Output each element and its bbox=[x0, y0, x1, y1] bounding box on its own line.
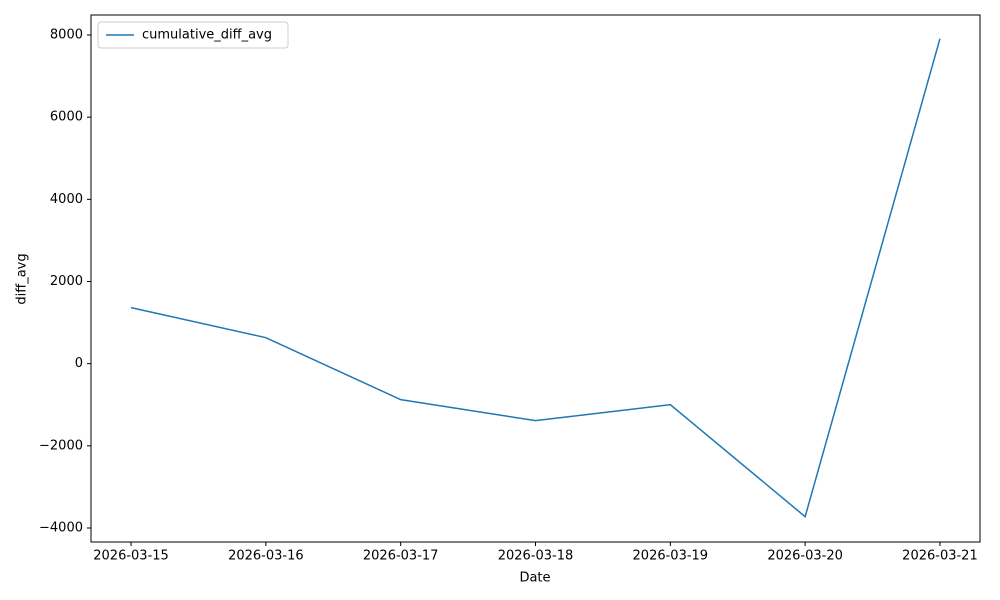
plot-frame bbox=[90, 14, 981, 543]
x-tick-label: 2026-03-18 bbox=[498, 549, 574, 564]
y-axis-label: diff_avg bbox=[15, 253, 30, 304]
y-tick-label: 2000 bbox=[50, 274, 83, 289]
x-tick-label: 2026-03-21 bbox=[902, 549, 978, 564]
y-tick-label: 6000 bbox=[50, 110, 83, 125]
y-tick-label: −2000 bbox=[39, 438, 83, 453]
y-tick-label: −4000 bbox=[39, 520, 83, 535]
x-axis-label: Date bbox=[519, 571, 550, 586]
x-tick-label: 2026-03-19 bbox=[633, 549, 709, 564]
data-line bbox=[130, 38, 941, 518]
x-tick-label: 2026-03-20 bbox=[767, 549, 843, 564]
x-tick-label: 2026-03-17 bbox=[363, 549, 439, 564]
x-tick-label: 2026-03-16 bbox=[228, 549, 304, 564]
y-tick-label: 0 bbox=[75, 356, 83, 371]
x-tick-label: 2026-03-15 bbox=[93, 549, 169, 564]
y-tick-label: 8000 bbox=[50, 28, 83, 43]
legend-box bbox=[97, 21, 289, 49]
legend-label: cumulative_diff_avg bbox=[142, 28, 272, 43]
y-tick-label: 4000 bbox=[50, 192, 83, 207]
